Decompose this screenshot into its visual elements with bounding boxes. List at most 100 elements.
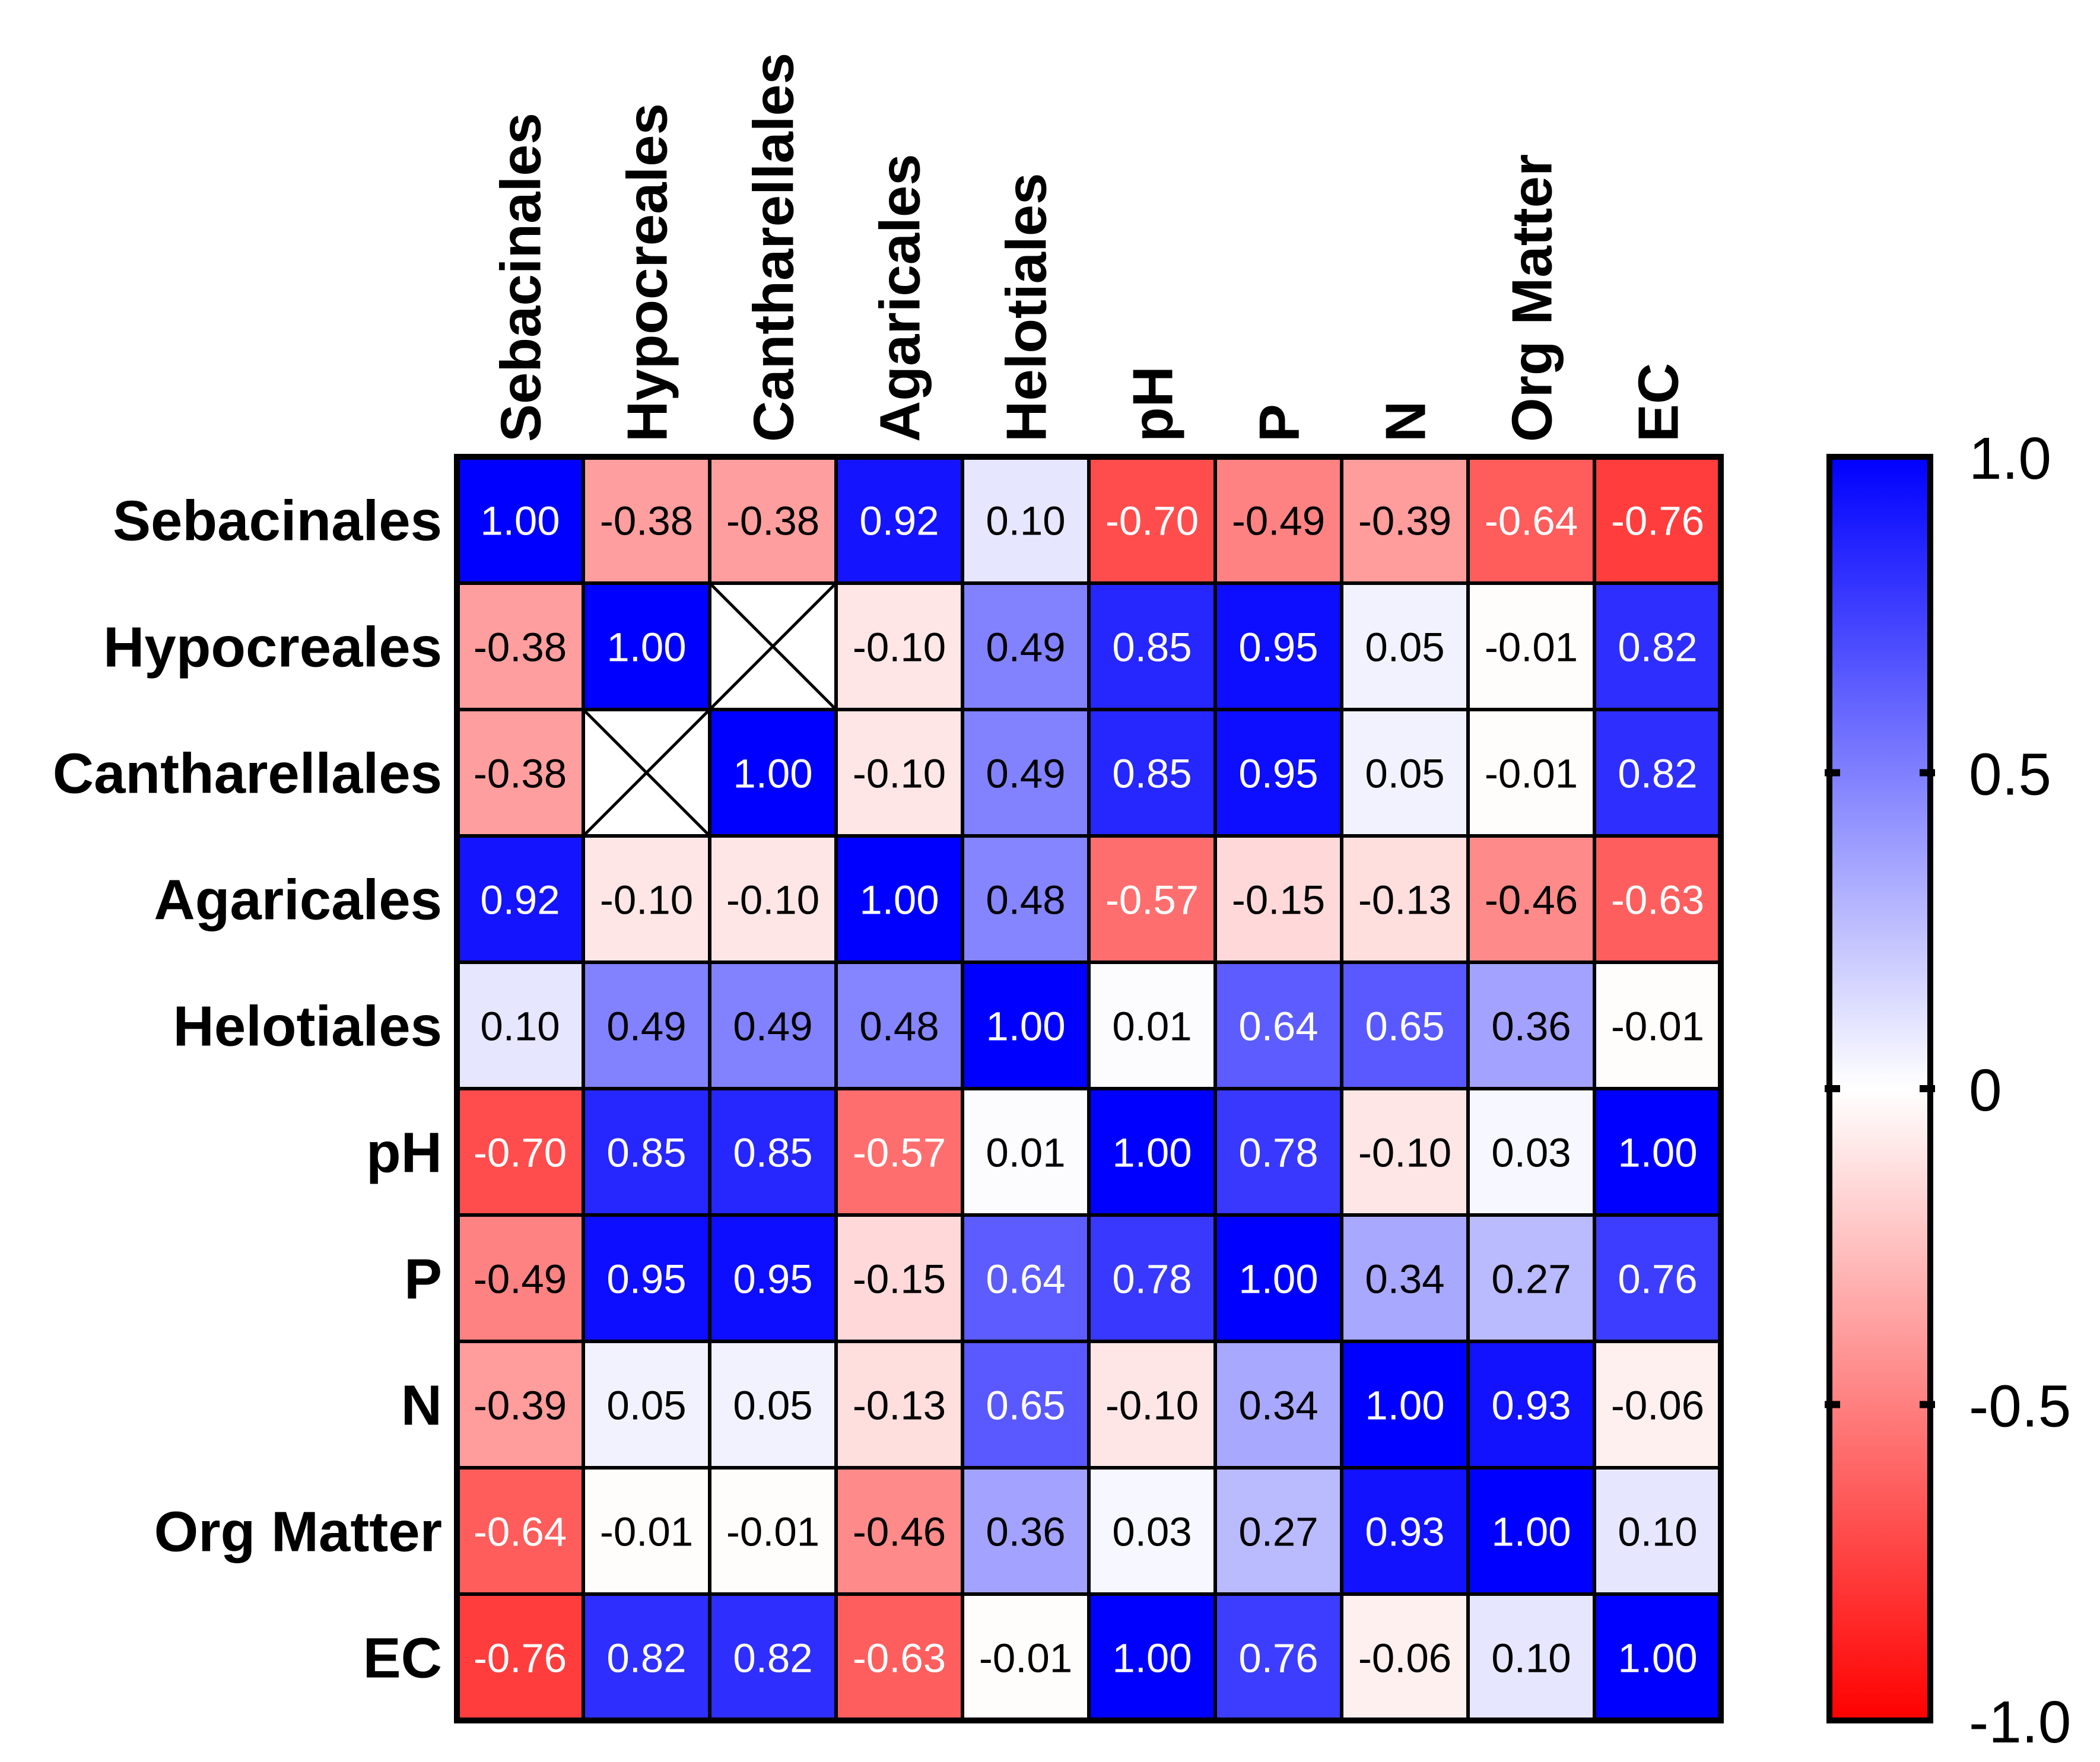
cell-value-label: 0.85 — [733, 1130, 812, 1176]
heatmap-cell — [1340, 1213, 1470, 1343]
row-labels: Sebacinales Hypocreales Cantharellales Agar… — [53, 489, 442, 1690]
cell-value-label: -0.38 — [600, 498, 693, 544]
heatmap-cell — [1593, 1592, 1723, 1722]
heatmap-cell — [834, 581, 964, 711]
colorbar-tick-label: 0.5 — [1969, 742, 2051, 808]
cell-value-label: -0.57 — [853, 1130, 946, 1176]
heatmap-cell — [1213, 1592, 1343, 1722]
heatmap-cell — [455, 1087, 585, 1217]
heatmap-cell — [1466, 1213, 1596, 1343]
heatmap-cell — [1213, 834, 1343, 964]
cell-value-label: -0.13 — [1358, 877, 1451, 923]
cell-value-label: 1.00 — [1365, 1383, 1444, 1429]
cell-value-label: 0.93 — [1365, 1509, 1444, 1555]
heatmap-cell — [455, 960, 585, 1090]
cell-value-label: 1.00 — [986, 1004, 1065, 1049]
cell-value-label: 0.27 — [1491, 1257, 1571, 1302]
heatmap-cell — [1213, 960, 1343, 1090]
missing-cross-mark — [709, 582, 837, 711]
cell-value-label: 0.27 — [1238, 1509, 1318, 1555]
cell-value-label: -0.06 — [1611, 1383, 1704, 1429]
colorbar-gradient — [1826, 454, 1933, 1723]
heatmap-cell — [1213, 1087, 1343, 1217]
cell-value-label: 0.10 — [480, 1004, 560, 1049]
heatmap-cell — [582, 1340, 711, 1470]
cell-value-label: -0.64 — [1485, 498, 1578, 544]
heatmap-cell — [1340, 1087, 1470, 1217]
cell-value-label: 1.00 — [1491, 1509, 1571, 1555]
row-label: Cantharellales — [53, 742, 442, 806]
cell-value-label: -0.15 — [1232, 877, 1325, 923]
heatmap-cell — [582, 455, 711, 585]
missing-cross-mark — [582, 708, 711, 837]
cell-value-label: -0.70 — [1105, 498, 1199, 544]
cell-value-label: -0.38 — [474, 751, 567, 797]
cell-value-label: 0.82 — [1618, 751, 1697, 797]
cell-value-label: 1.00 — [1112, 1636, 1192, 1681]
cell-value-label: 0.65 — [1365, 1004, 1444, 1049]
colorbar-tick-label: 0 — [1969, 1057, 2002, 1124]
cell-value-label: 1.00 — [606, 625, 686, 670]
heatmap-cell — [1213, 708, 1343, 838]
cell-value-label: 0.01 — [1112, 1004, 1192, 1049]
cell-value-label: 0.85 — [606, 1130, 686, 1176]
heatmap-cell — [582, 1592, 711, 1722]
heatmap-cell — [834, 708, 964, 838]
cell-value-label: -0.01 — [1485, 625, 1578, 670]
heatmap-cell — [1087, 708, 1217, 838]
heatmap-cell — [1593, 1087, 1723, 1217]
cell-value-label: 0.85 — [1112, 751, 1192, 797]
row-label: Sebacinales — [113, 489, 442, 553]
cell-value-label: 0.95 — [733, 1257, 812, 1302]
column-label: Hypocreales — [616, 103, 679, 442]
cell-value-label: -0.57 — [1105, 877, 1199, 923]
heatmap-cell — [961, 1340, 1091, 1470]
heatmap-cell — [834, 1592, 964, 1722]
cell-value-label: 1.00 — [859, 877, 939, 923]
column-label: pH — [1122, 366, 1185, 442]
cell-value-label: 0.92 — [859, 498, 939, 544]
cell-value-label: -0.38 — [726, 498, 819, 544]
cell-value-label: 0.76 — [1618, 1257, 1697, 1302]
heatmap-cell — [834, 960, 964, 1090]
cell-value-label: -0.49 — [1232, 498, 1325, 544]
heatmap-cell — [1087, 455, 1217, 585]
cell-value-label: 1.00 — [1618, 1130, 1697, 1176]
heatmap-cell — [708, 1087, 838, 1217]
cell-value-label: 0.05 — [733, 1383, 812, 1429]
row-label: pH — [366, 1121, 442, 1185]
heatmap-cell — [1340, 708, 1470, 838]
cell-value-label: 0.95 — [606, 1257, 686, 1302]
cell-value-label: -0.70 — [474, 1130, 567, 1176]
heatmap-cell — [961, 834, 1091, 964]
column-label: P — [1248, 404, 1311, 442]
cell-value-label: -0.10 — [853, 625, 946, 670]
cell-value-label: -0.38 — [474, 625, 567, 670]
column-label: Org Matter — [1501, 154, 1564, 442]
cell-value-label: -0.10 — [726, 877, 819, 923]
heatmap-cell — [961, 1466, 1091, 1596]
cell-value-label: 0.64 — [986, 1257, 1065, 1302]
cell-value-label: 0.64 — [1238, 1004, 1318, 1049]
cell-value-label: 0.78 — [1238, 1130, 1318, 1176]
cell-value-label: 0.49 — [606, 1004, 686, 1049]
cell-value-label: 1.00 — [1238, 1257, 1318, 1302]
cell-value-label: 0.01 — [986, 1130, 1065, 1176]
row-label: Hypocreales — [103, 616, 442, 679]
cell-value-label: 0.03 — [1491, 1130, 1571, 1176]
cell-value-label: 0.34 — [1238, 1383, 1318, 1429]
cell-value-label: -0.10 — [1358, 1130, 1451, 1176]
row-label: Agaricales — [154, 869, 442, 932]
cell-value-label: -0.46 — [1485, 877, 1578, 923]
cell-value-label: 0.49 — [986, 625, 1065, 670]
heatmap-cell — [961, 581, 1091, 711]
cell-value-label: 0.36 — [986, 1509, 1065, 1555]
column-label: Agaricales — [869, 154, 932, 442]
cell-value-label: -0.46 — [853, 1509, 946, 1555]
heatmap-cell — [1340, 1592, 1470, 1722]
cell-value-label: 1.00 — [480, 498, 560, 544]
heatmap-cell — [961, 1213, 1091, 1343]
cell-value-label: 0.95 — [1238, 625, 1318, 670]
row-label: P — [404, 1248, 442, 1311]
heatmap-cell — [1340, 455, 1470, 585]
